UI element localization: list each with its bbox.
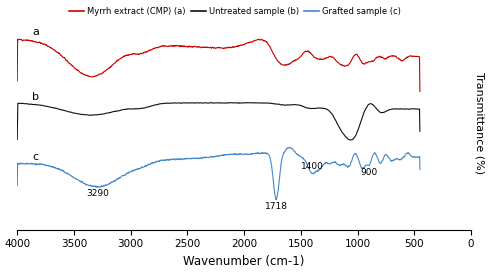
Text: 900: 900 xyxy=(360,168,377,177)
Text: a: a xyxy=(32,27,39,37)
Y-axis label: Transmittance (%): Transmittance (%) xyxy=(474,72,484,174)
X-axis label: Wavenumber (cm-1): Wavenumber (cm-1) xyxy=(183,255,304,268)
Text: 3290: 3290 xyxy=(86,189,109,198)
Text: b: b xyxy=(32,92,39,103)
Text: 1718: 1718 xyxy=(264,202,287,211)
Text: 1400: 1400 xyxy=(300,162,323,171)
Legend: Myrrh extract (CMP) (a), Untreated sample (b), Grafted sample (c): Myrrh extract (CMP) (a), Untreated sampl… xyxy=(65,4,404,20)
Text: c: c xyxy=(32,152,38,162)
